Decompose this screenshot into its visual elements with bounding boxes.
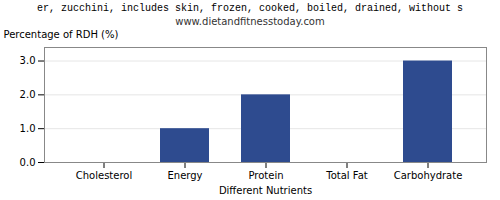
svg-text:3.0: 3.0 [20,55,36,66]
svg-text:Total Fat: Total Fat [325,170,367,181]
svg-text:Cholesterol: Cholesterol [76,170,132,181]
svg-text:Percentage of RDH (%): Percentage of RDH (%) [4,29,119,40]
svg-text:Different Nutrients: Different Nutrients [219,185,312,196]
svg-text:1.0: 1.0 [20,123,36,134]
svg-text:Carbohydrate: Carbohydrate [394,170,463,181]
svg-text:Energy: Energy [167,170,202,181]
svg-text:Protein: Protein [248,170,283,181]
svg-text:0.0: 0.0 [20,157,36,168]
html-text:er, zucchini, includes skin, f: er, zucchini, includes skin, frozen, coo… [37,3,463,14]
html-text:www.dietandfitnesstoday.com: www.dietandfitnesstoday.com [175,16,325,27]
svg-text:2.0: 2.0 [20,89,36,100]
